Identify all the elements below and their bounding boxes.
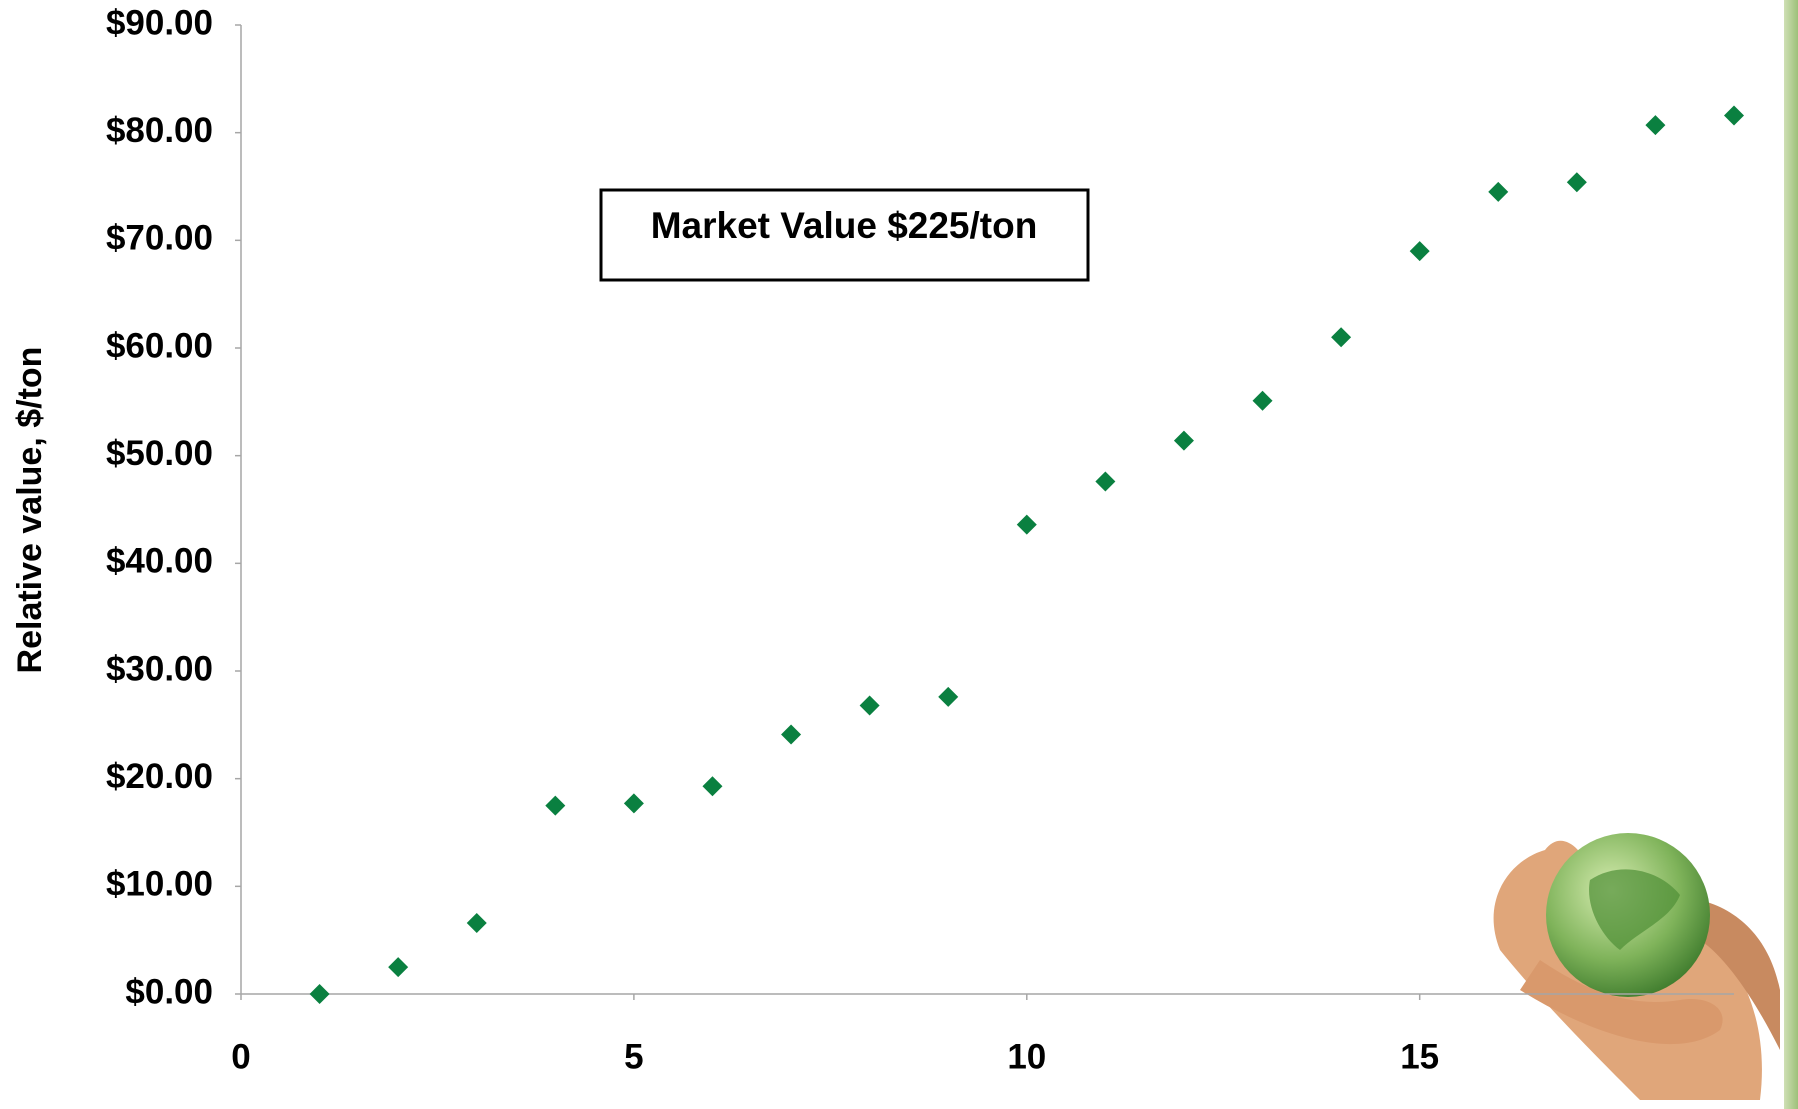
y-tick-label: $80.00 — [106, 111, 213, 150]
data-point — [467, 913, 487, 933]
data-point — [938, 687, 958, 707]
data-point — [310, 984, 330, 1004]
data-point — [1331, 327, 1351, 347]
data-point — [1253, 391, 1273, 411]
side-strip — [1784, 0, 1798, 1109]
y-tick-label: $90.00 — [106, 3, 213, 42]
data-point — [860, 695, 880, 715]
hands-globe-decoration — [1494, 833, 1780, 1100]
data-point — [1567, 172, 1587, 192]
x-tick-label: 10 — [1007, 1037, 1046, 1076]
x-tick-label: 5 — [624, 1037, 643, 1076]
y-tick-label: $60.00 — [106, 326, 213, 365]
y-tick-label: $70.00 — [106, 219, 213, 258]
x-tick-label: 0 — [231, 1037, 250, 1076]
data-point — [1645, 115, 1665, 135]
data-point — [545, 796, 565, 816]
data-point — [1724, 105, 1744, 125]
x-tick-label: 15 — [1400, 1037, 1439, 1076]
data-point — [702, 776, 722, 796]
y-tick-label: $20.00 — [106, 757, 213, 796]
y-tick-label: $50.00 — [106, 434, 213, 473]
y-tick-label: $30.00 — [106, 649, 213, 688]
y-tick-label: $0.00 — [125, 972, 213, 1011]
data-point — [1174, 431, 1194, 451]
chart: Relative value, $/ton Market Value $225/… — [0, 0, 1798, 1109]
page: {"chart_data": { "type": "scatter", "y_l… — [0, 0, 1798, 1109]
data-point — [388, 957, 408, 977]
data-point — [1017, 515, 1037, 535]
y-axis-label: Relative value, $/ton — [11, 347, 49, 674]
y-tick-label: $10.00 — [106, 865, 213, 904]
annotation: Market Value $225/ton — [651, 205, 1038, 246]
data-point — [1488, 182, 1508, 202]
data-point — [1095, 472, 1115, 492]
annotation-box: Market Value $225/ton — [601, 190, 1088, 280]
data-point — [781, 725, 801, 745]
y-tick-label: $40.00 — [106, 542, 213, 581]
data-point — [624, 793, 644, 813]
data-point — [1410, 241, 1430, 261]
